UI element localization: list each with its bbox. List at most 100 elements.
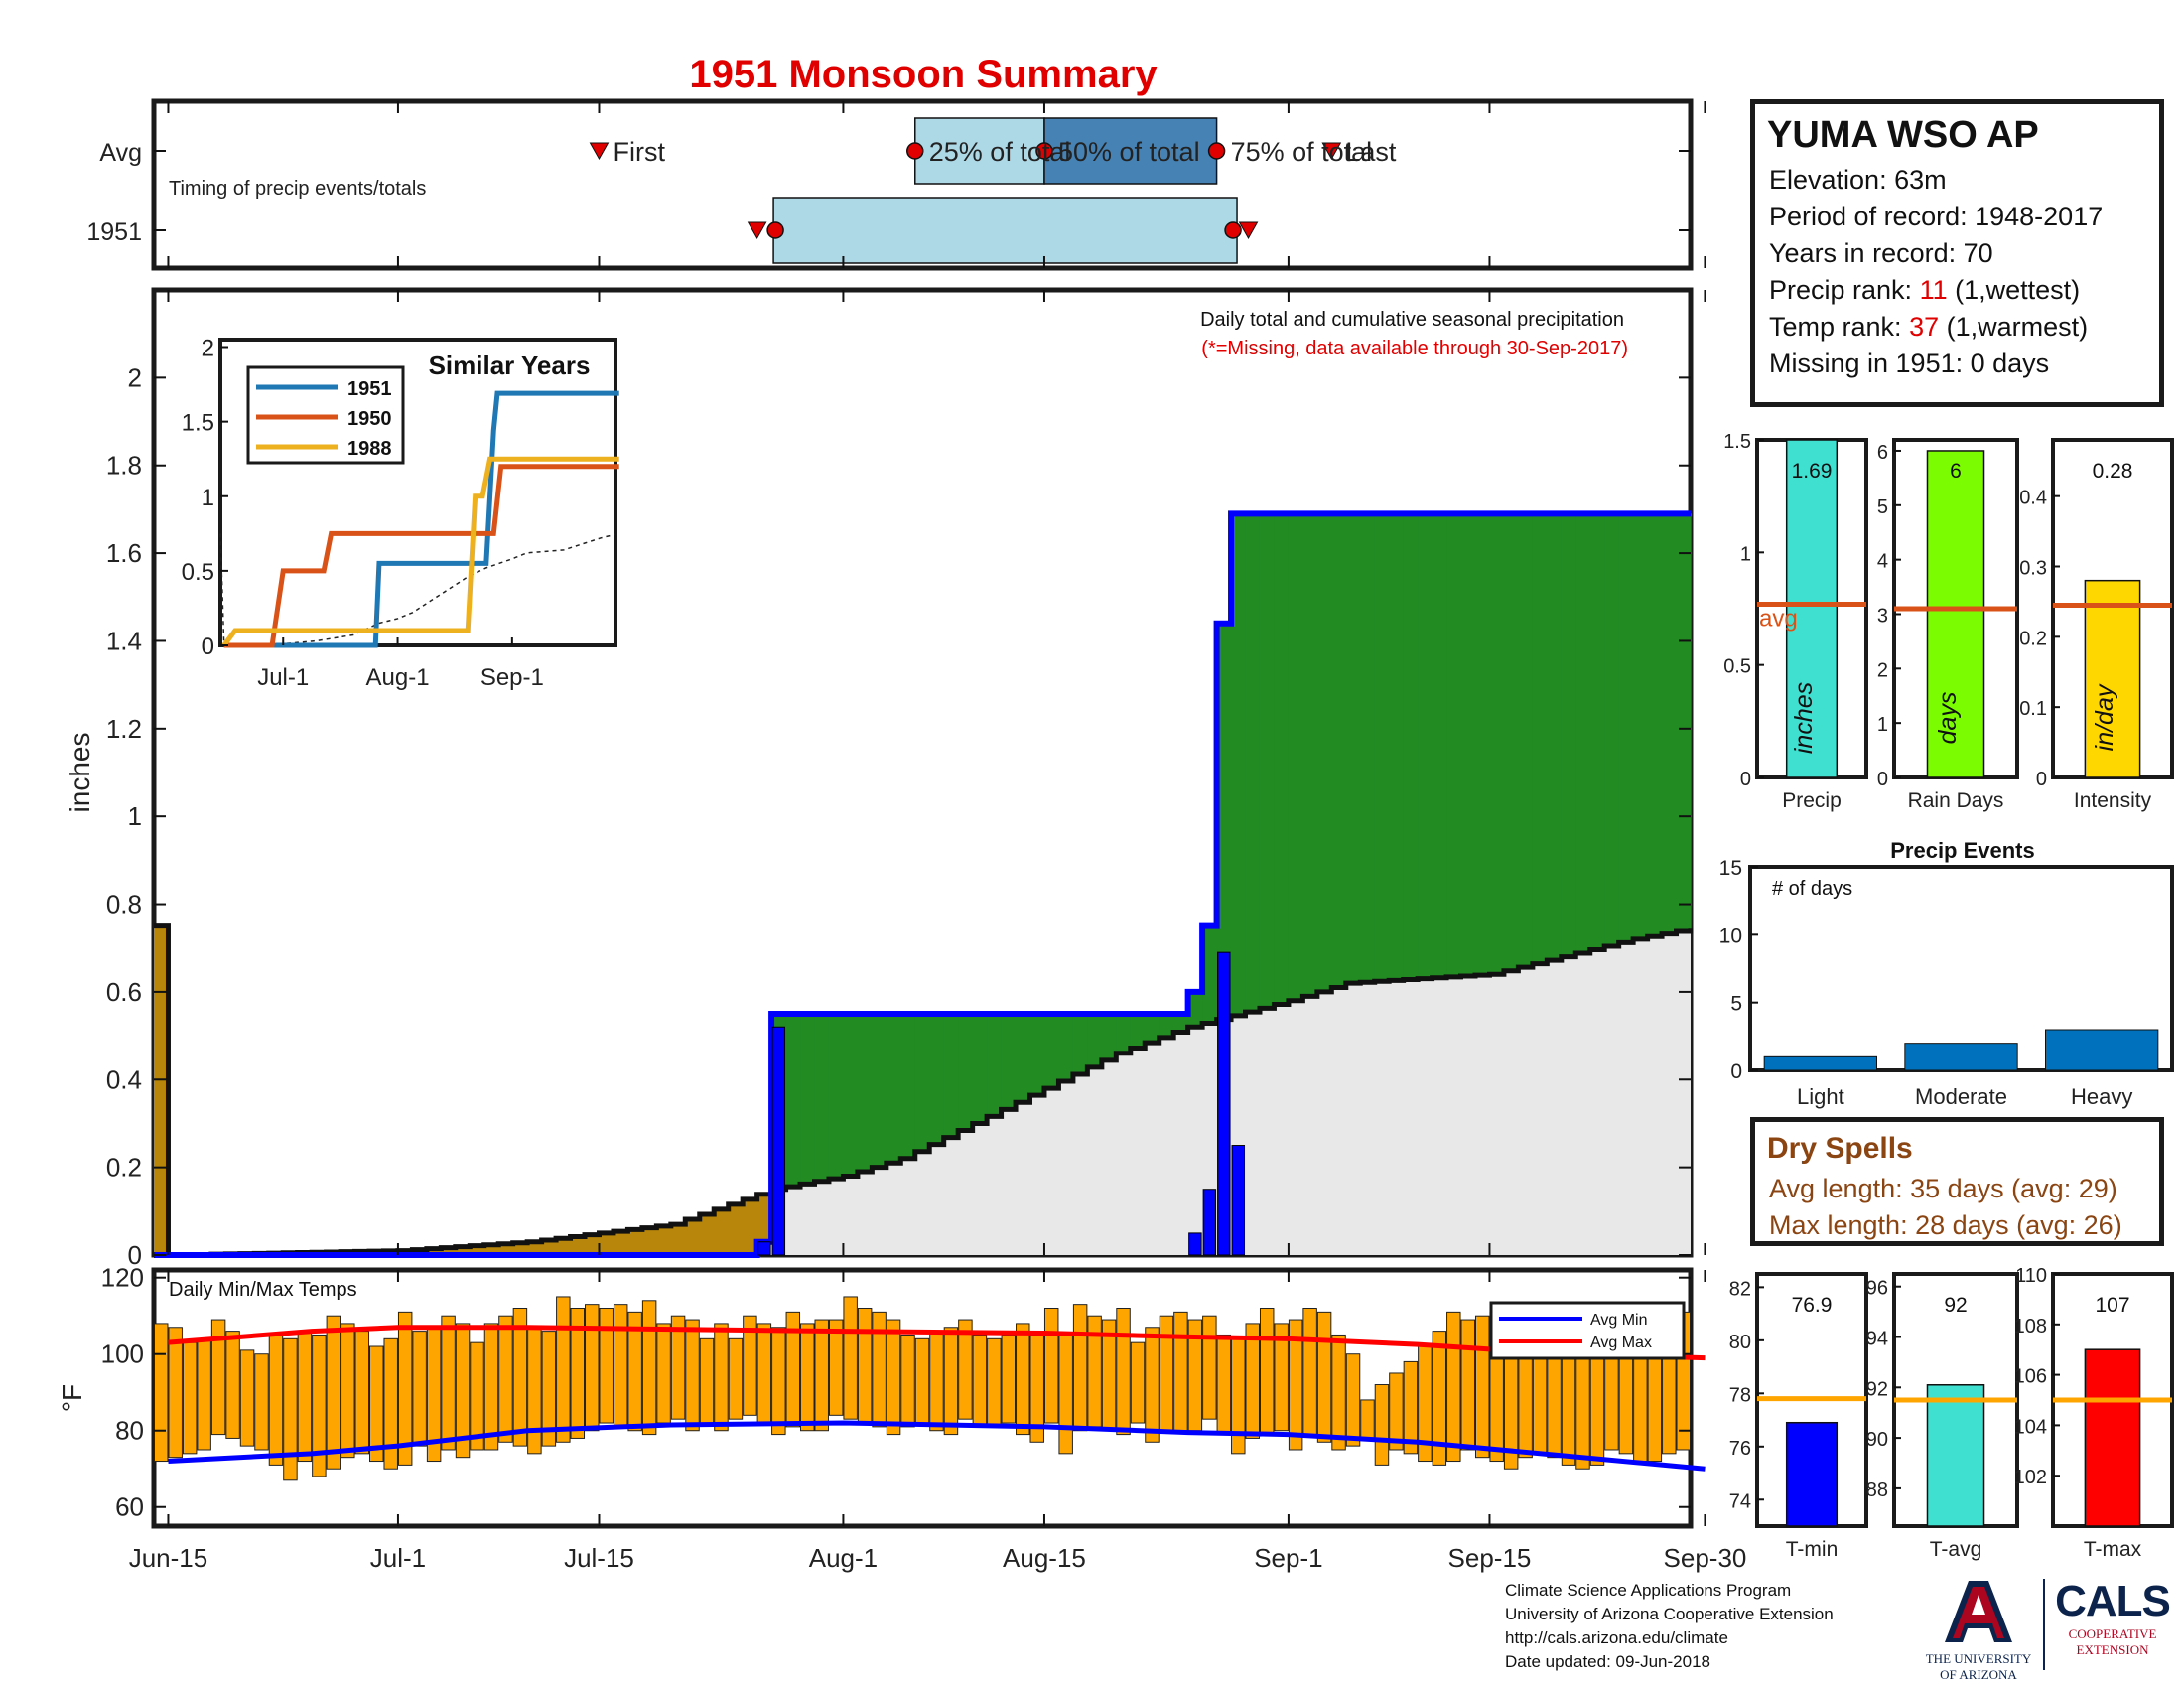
daily-temp-bar — [670, 1315, 686, 1420]
daily-temp-bar — [570, 1308, 586, 1439]
station-period: Period of record: 1948-2017 — [1769, 202, 2104, 231]
deficit-fill — [455, 1246, 471, 1255]
daily-temp-bar — [254, 1353, 269, 1451]
small-chart-tick-label: 80 — [1729, 1332, 1751, 1353]
inset-y-tick-label: 1.5 — [182, 410, 214, 437]
daily-temp-bar — [641, 1300, 657, 1436]
daily-temp-bar — [1159, 1315, 1174, 1432]
small-chart-bar — [2084, 1348, 2141, 1527]
daily-temp-bar — [556, 1296, 571, 1443]
daily-temp-bar — [1360, 1399, 1375, 1439]
daily-temp-bar — [326, 1315, 341, 1470]
avg-min-line — [168, 1420, 1706, 1472]
y-tick-label: 1.4 — [106, 626, 142, 655]
summary-bar-charts: 0 0.5 1 1.5 1.69 Precip inches avg 0 1 2 3 4 5 6 6 Rain … — [1723, 431, 2174, 1561]
surplus-fill — [1274, 513, 1290, 1005]
small-chart-tick-label: 88 — [1866, 1479, 1888, 1501]
footer-credits: Climate Science Applications Program Uni… — [1505, 1579, 1834, 1674]
small-chart-t-min: 74 76 78 80 82 76.9 T-min — [1729, 1272, 1868, 1561]
inset-title: Similar Years — [429, 351, 591, 380]
surplus-fill — [1029, 1014, 1045, 1096]
dry-spells-box: Dry Spells Avg length: 35 days (avg: 29)… — [1750, 1117, 2164, 1246]
daily-temp-bar — [1202, 1315, 1217, 1420]
daily-temp-bar — [699, 1337, 715, 1424]
small-chart-tick-label: 0 — [1740, 769, 1751, 790]
surplus-fill — [1058, 1014, 1074, 1082]
y-tick-label: 0 — [128, 1240, 142, 1270]
dry-spells-title: Dry Spells — [1767, 1132, 1913, 1165]
inset-x-tick-label: Jul-1 — [257, 664, 309, 691]
surplus-fill — [972, 1014, 988, 1124]
surplus-fill — [987, 1014, 1003, 1117]
temps-ylabel: °F — [57, 1384, 87, 1412]
surplus-fill — [1245, 513, 1261, 1013]
daily-temp-bar — [1474, 1315, 1490, 1459]
surplus-fill — [1676, 513, 1692, 931]
deficit-fill — [599, 1232, 614, 1255]
small-chart-tick-label: 102 — [2014, 1467, 2047, 1488]
avg-25-label: 25% of total — [929, 137, 1071, 167]
avg-first-marker — [589, 142, 610, 161]
small-chart-t-max: 102 104 106 108 110 107 T-max — [2014, 1265, 2174, 1561]
surplus-fill — [1547, 513, 1563, 961]
small-chart-tick-label: 96 — [1866, 1278, 1888, 1300]
surplus-fill — [1331, 513, 1347, 988]
deficit-fill — [527, 1241, 543, 1255]
daily-temp-bar — [441, 1315, 456, 1451]
daily-temp-bar — [828, 1319, 844, 1416]
daily-temp-bar — [541, 1331, 557, 1447]
daily-temp-bar — [1231, 1337, 1246, 1455]
station-info-box: YUMA WSO AP Elevation: 63m Period of rec… — [1750, 99, 2164, 407]
daily-temp-bar — [1316, 1311, 1332, 1443]
events-bar — [1904, 1043, 2018, 1071]
small-chart-value: 76.9 — [1792, 1294, 1833, 1317]
footer-line-2: University of Arizona Cooperative Extens… — [1505, 1605, 1834, 1623]
daily-temp-bar — [1072, 1304, 1088, 1432]
inset-avg-line — [219, 533, 616, 646]
daily-temp-bar — [685, 1319, 700, 1432]
daily-temp-bar — [943, 1327, 959, 1436]
daily-temp-bar — [1001, 1334, 1017, 1424]
deficit-fill — [154, 925, 170, 1255]
y-tick-label: 0.4 — [106, 1064, 142, 1094]
small-chart-tick-label: 92 — [1866, 1378, 1888, 1400]
surplus-fill — [1589, 513, 1605, 950]
deficit-fill — [743, 1198, 758, 1255]
daily-temp-bar — [987, 1337, 1002, 1428]
surplus-fill — [1288, 513, 1303, 1001]
surplus-fill — [1302, 513, 1318, 997]
deficit-fill — [613, 1231, 629, 1255]
surplus-fill — [1101, 1014, 1117, 1060]
surplus-fill — [1202, 925, 1218, 1024]
surplus-fill — [1130, 1014, 1146, 1049]
small-chart-label: Rain Days — [1908, 789, 2004, 812]
daily-temp-bar — [1403, 1360, 1419, 1455]
surplus-fill — [785, 1014, 801, 1188]
daily-temp-bar — [1432, 1331, 1447, 1466]
daily-temp-bar — [756, 1323, 772, 1424]
small-chart-label: T-max — [2084, 1538, 2142, 1561]
surplus-fill — [1116, 1014, 1132, 1054]
surplus-fill — [1604, 513, 1620, 946]
surplus-fill — [1647, 513, 1663, 937]
station-precip-rank: Precip rank: 11 (1,wettest) — [1769, 275, 2081, 305]
surplus-fill — [1159, 1014, 1174, 1038]
surplus-fill — [1518, 513, 1534, 968]
daily-temp-bar — [1374, 1384, 1390, 1466]
surplus-fill — [1403, 513, 1419, 980]
events-tick-label: 5 — [1730, 993, 1742, 1016]
x-tick-label: Sep-1 — [1254, 1543, 1322, 1573]
surplus-fill — [1374, 513, 1390, 982]
small-chart-bar — [1926, 450, 1985, 778]
daily-temp-bar — [613, 1304, 628, 1428]
temperature-panel: 60 80 100 120 Daily Min/Max Temps °F Avg Mi… — [57, 1263, 1706, 1529]
temps-legend — [1489, 1301, 1686, 1360]
daily-temp-bar — [1173, 1311, 1188, 1432]
surplus-fill — [1216, 623, 1232, 1020]
small-chart-tick-label: 76 — [1729, 1438, 1751, 1460]
university-of-arizona-logo: THE UNIVERSITY OF ARIZONA — [1920, 1577, 2037, 1683]
figure-title: 1951 Monsoon Summary — [689, 53, 1158, 96]
daily-temp-bar — [225, 1331, 240, 1439]
deficit-fill — [556, 1238, 572, 1255]
